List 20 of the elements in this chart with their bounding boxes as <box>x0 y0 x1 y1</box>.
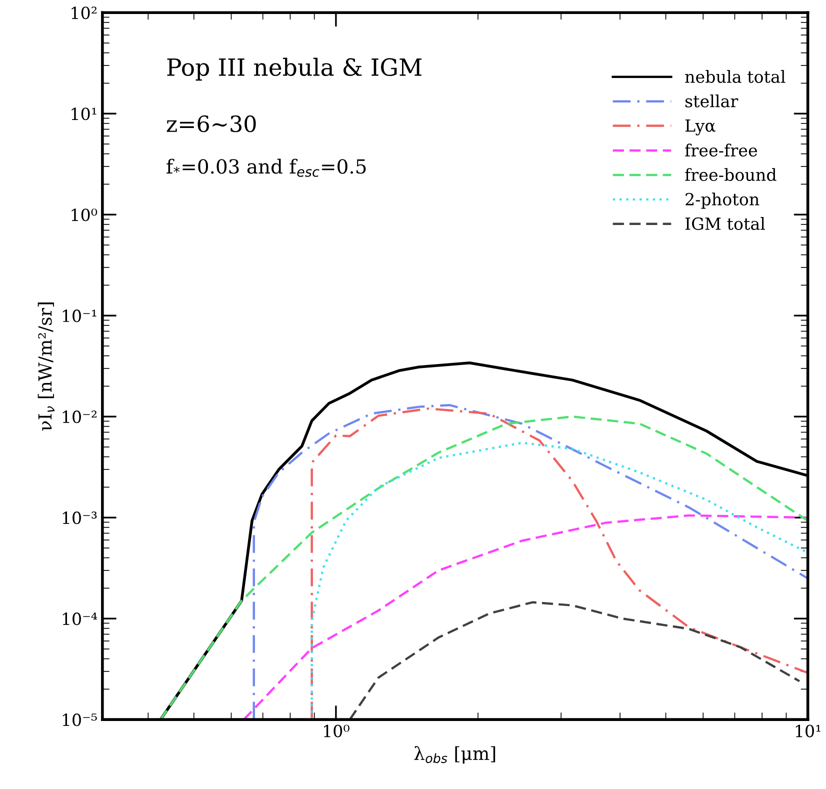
y-tick-label: 10⁰ <box>72 208 98 222</box>
annotation: f$_{*}$=0.03 and f$_{esc}$=0.5 <box>166 158 366 177</box>
legend-label: free-bound <box>685 168 776 182</box>
y-axis-title: νI$_{ν}$ [nW/m²/sr] <box>38 302 55 431</box>
annotation: Pop III nebula & IGM <box>167 58 422 81</box>
y-tick-label: 10⁻³ <box>62 512 97 524</box>
legend-label: nebula total <box>685 70 786 83</box>
y-tick-label: 10² <box>72 6 97 20</box>
y-tick-label: 10⁻¹ <box>62 310 96 322</box>
legend-label: stellar <box>685 94 738 108</box>
legend-label: free-free <box>685 144 758 157</box>
y-tick-label: 10⁻⁵ <box>62 714 97 726</box>
y-tick-label: 10⁻² <box>62 410 97 424</box>
legend-label: Lyα <box>685 119 716 136</box>
legend-label: 2-photon <box>686 192 760 209</box>
y-tick-label: 10⁻⁴ <box>62 612 98 626</box>
x-axis-title: λ$_{obs}$ [μm] <box>414 746 496 764</box>
annotation: z=6~30 <box>166 115 256 132</box>
y-tick-label: 10¹ <box>72 108 96 120</box>
legend-label: IGM total <box>685 217 765 230</box>
